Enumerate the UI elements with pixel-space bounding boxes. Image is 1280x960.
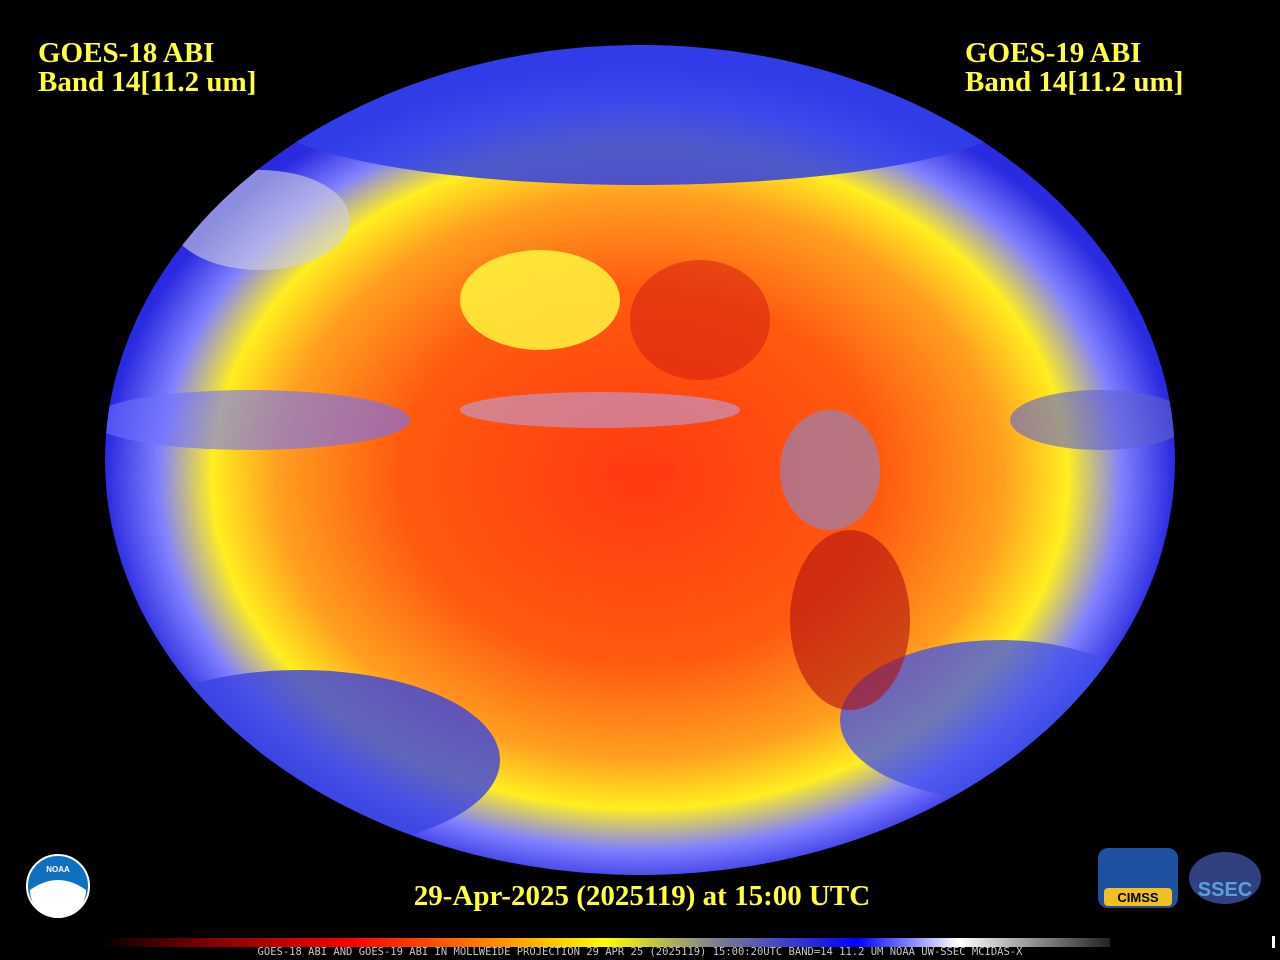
cimss-logo: CIMSS xyxy=(1098,848,1178,908)
noaa-logo: NOAA xyxy=(26,854,90,918)
timestamp: 29-Apr-2025 (2025119) at 15:00 UTC xyxy=(414,880,870,912)
right-title: GOES-19 ABI xyxy=(965,37,1141,69)
color-scale xyxy=(100,938,1110,947)
left-title: GOES-18 ABI xyxy=(38,37,214,69)
ssec-logo: SSEC xyxy=(1189,852,1261,904)
corner-marker xyxy=(1272,936,1275,948)
cimss-label: CIMSS xyxy=(1117,890,1159,905)
left-band: Band 14[11.2 um] xyxy=(38,66,256,98)
footer-caption: GOES-18 ABI AND GOES-19 ABI IN MOLLWEIDE… xyxy=(258,946,1024,958)
ssec-label: SSEC xyxy=(1198,879,1252,901)
right-band: Band 14[11.2 um] xyxy=(965,66,1183,98)
noaa-label: NOAA xyxy=(46,865,70,874)
